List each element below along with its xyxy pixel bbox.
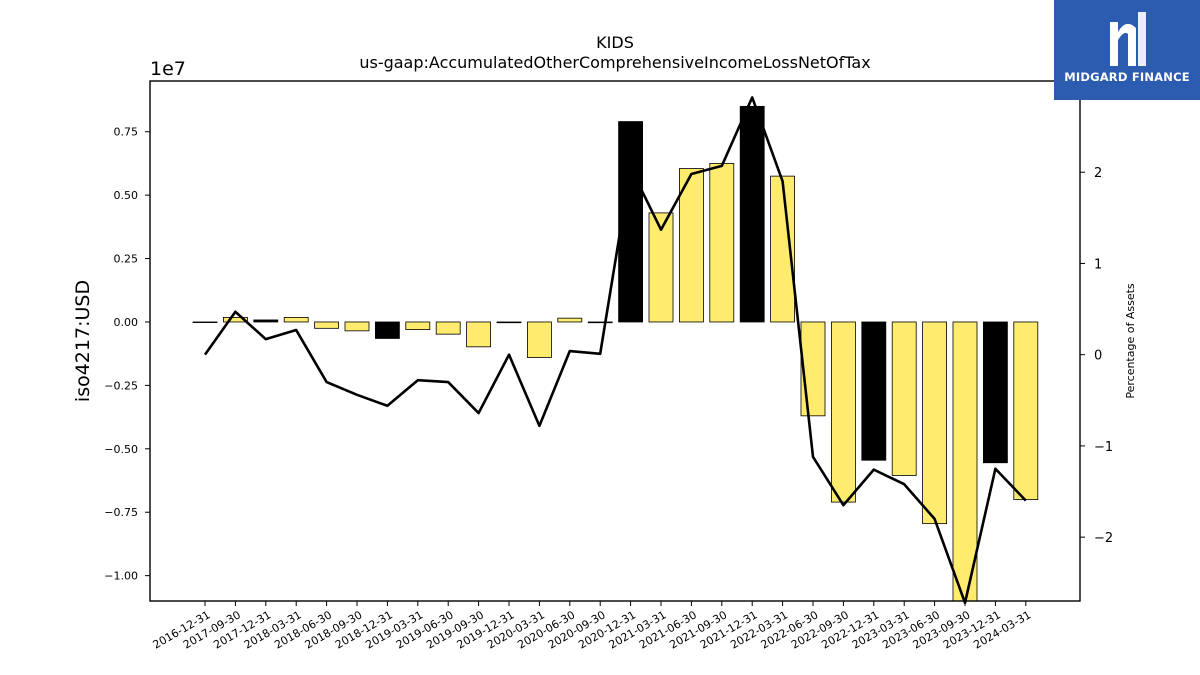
bar-2024-03-31	[1013, 321, 1039, 500]
y-tick-label: −0.75	[104, 506, 138, 519]
bar-2018-09-30	[344, 321, 370, 332]
bar-2017-09-30	[222, 317, 248, 323]
bar-2023-06-30	[922, 321, 947, 525]
y-offset-text: 1e7	[150, 58, 186, 80]
bar-2020-09-30	[587, 321, 613, 324]
y-tick-label: −0.25	[104, 379, 138, 392]
y-tick-label: 0.50	[114, 189, 139, 202]
bar-2022-12-31	[861, 321, 887, 461]
y-tick-label: 0.75	[114, 126, 139, 139]
line-layer	[203, 96, 1027, 605]
chart-title: KIDS	[596, 33, 634, 52]
y-tick-label: 0.25	[114, 253, 139, 266]
bar-2022-03-31	[770, 175, 795, 323]
bar-2023-09-30	[952, 321, 978, 602]
bar-2021-03-31	[648, 212, 674, 323]
bar-2017-12-31	[253, 319, 279, 323]
y2-tick-label: −1	[1094, 440, 1113, 455]
y2-tick-label: −2	[1094, 531, 1113, 546]
bar-2022-06-30	[800, 321, 826, 417]
bar-2019-06-30	[435, 321, 461, 335]
bar-2021-09-30	[709, 163, 735, 323]
y-axis-label: iso4217:USD	[72, 280, 94, 402]
y2-tick-label: 1	[1094, 257, 1102, 272]
bar-2023-12-31	[983, 321, 1008, 464]
bar-2019-12-31	[496, 321, 522, 324]
bar-2018-06-30	[314, 321, 340, 329]
bar-2023-03-31	[891, 321, 917, 476]
y-tick-label: −1.00	[104, 570, 138, 583]
bar-2016-12-31	[192, 321, 218, 323]
y2-tick-label: 2	[1094, 166, 1102, 181]
bar-2019-03-31	[405, 321, 431, 330]
bar-2018-12-31	[374, 321, 400, 339]
bar-2021-06-30	[679, 168, 704, 323]
y2-axis-label: Percentage of Assets	[1124, 283, 1137, 399]
chart-subtitle: us-gaap:AccumulatedOtherComprehensiveInc…	[359, 53, 870, 72]
logo-mark-icon	[1110, 12, 1146, 66]
bar-2020-06-30	[557, 317, 583, 323]
y-tick-label: 0.00	[114, 316, 139, 329]
y2-tick-label: 0	[1094, 349, 1102, 364]
bar-2018-03-31	[283, 317, 309, 323]
bar-2019-09-30	[466, 321, 492, 348]
bars-layer	[192, 105, 1039, 602]
bar-2022-09-30	[831, 321, 856, 503]
line-series	[203, 96, 1027, 605]
midgard-finance-logo: MIDGARD FINANCE	[1054, 0, 1200, 100]
logo-text: MIDGARD FINANCE	[1064, 70, 1190, 84]
bar-2020-03-31	[527, 321, 552, 358]
bar-2021-12-31	[739, 105, 765, 323]
y-tick-label: −0.50	[104, 443, 138, 456]
plot-frame	[149, 80, 1081, 602]
